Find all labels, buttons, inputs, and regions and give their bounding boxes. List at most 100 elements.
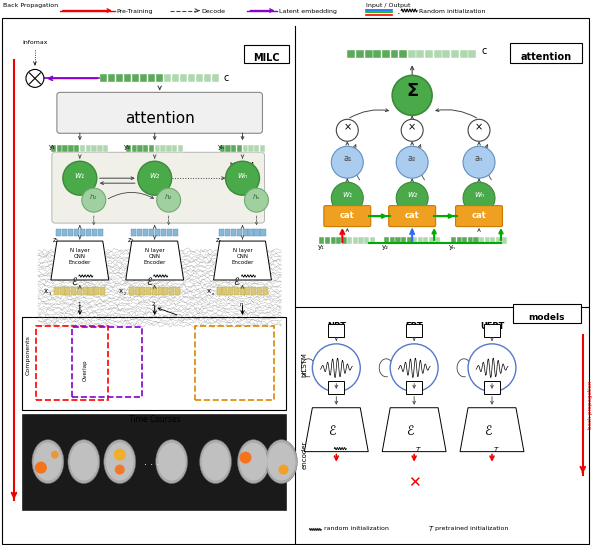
Bar: [237, 229, 242, 235]
Bar: [160, 229, 166, 235]
Bar: [173, 229, 178, 235]
Bar: [456, 236, 462, 244]
Bar: [425, 50, 433, 58]
Text: · · ·: · · ·: [144, 460, 159, 470]
Bar: [384, 236, 390, 244]
Bar: [228, 287, 233, 295]
Bar: [66, 287, 70, 295]
Text: attention: attention: [520, 52, 571, 62]
Ellipse shape: [156, 440, 188, 484]
Text: T: T: [416, 447, 420, 453]
Circle shape: [468, 344, 516, 392]
Circle shape: [396, 146, 428, 178]
Bar: [251, 287, 256, 295]
Text: h₂: h₂: [165, 194, 172, 200]
Text: y₂: y₂: [382, 244, 389, 250]
Text: Σ: Σ: [406, 82, 419, 100]
Text: Back Propagation: Back Propagation: [3, 3, 58, 8]
Bar: [342, 236, 347, 244]
FancyBboxPatch shape: [456, 206, 503, 227]
Bar: [100, 74, 107, 82]
Bar: [22, 317, 287, 410]
Ellipse shape: [104, 440, 136, 484]
Text: h₁: h₁: [90, 194, 98, 200]
Polygon shape: [126, 241, 184, 280]
Bar: [71, 287, 76, 295]
Bar: [163, 287, 168, 295]
Bar: [243, 145, 248, 152]
Bar: [220, 145, 225, 152]
Ellipse shape: [237, 440, 269, 484]
Bar: [406, 324, 422, 337]
Bar: [260, 145, 265, 152]
Text: c: c: [224, 73, 229, 84]
Text: zₙ: zₙ: [215, 237, 222, 243]
Bar: [260, 229, 266, 235]
Bar: [435, 236, 440, 244]
Circle shape: [26, 69, 44, 87]
Bar: [94, 287, 99, 295]
Polygon shape: [304, 408, 368, 452]
Bar: [442, 50, 451, 58]
Text: cat: cat: [340, 211, 355, 219]
Bar: [166, 145, 172, 152]
Text: cat: cat: [405, 211, 420, 219]
Text: yₙ: yₙ: [449, 244, 456, 250]
Bar: [132, 74, 139, 82]
Circle shape: [63, 161, 97, 195]
Bar: [373, 50, 381, 58]
Bar: [231, 145, 236, 152]
Bar: [83, 287, 88, 295]
Circle shape: [396, 182, 428, 214]
Polygon shape: [382, 408, 446, 452]
Bar: [195, 74, 203, 82]
Bar: [484, 324, 500, 337]
Bar: [254, 145, 259, 152]
Bar: [160, 145, 166, 152]
Bar: [390, 236, 395, 244]
Bar: [172, 145, 178, 152]
Bar: [179, 74, 187, 82]
Bar: [255, 229, 260, 235]
Bar: [211, 74, 219, 82]
Bar: [240, 287, 244, 295]
Bar: [91, 145, 96, 152]
Bar: [149, 229, 154, 235]
Bar: [172, 74, 179, 82]
Ellipse shape: [240, 443, 268, 480]
Circle shape: [332, 182, 363, 214]
Bar: [329, 381, 345, 394]
Bar: [147, 74, 155, 82]
Text: MILC: MILC: [253, 54, 280, 63]
Bar: [423, 236, 429, 244]
Text: yₙ: yₙ: [217, 144, 224, 150]
Bar: [468, 236, 473, 244]
Bar: [395, 236, 401, 244]
Bar: [22, 414, 287, 509]
Bar: [224, 229, 230, 235]
Polygon shape: [460, 408, 524, 452]
Text: a₁: a₁: [343, 154, 352, 163]
Bar: [329, 324, 345, 337]
Bar: [163, 74, 171, 82]
Text: x: x: [44, 288, 48, 294]
Bar: [92, 229, 97, 235]
Bar: [226, 145, 230, 152]
Text: ×: ×: [475, 122, 483, 132]
Text: ₙ: ₙ: [211, 291, 214, 296]
Bar: [249, 229, 254, 235]
Text: ℰ: ℰ: [484, 425, 492, 438]
Bar: [86, 229, 91, 235]
Bar: [116, 74, 123, 82]
Text: ℰ: ℰ: [71, 277, 77, 287]
Bar: [230, 229, 236, 235]
Text: Input / Output: Input / Output: [366, 3, 411, 8]
Text: ℰ: ℰ: [146, 277, 152, 287]
Bar: [204, 74, 211, 82]
Bar: [319, 236, 324, 244]
Text: ℰ: ℰ: [329, 425, 336, 438]
FancyBboxPatch shape: [243, 45, 289, 63]
Text: w₁: w₁: [342, 189, 352, 199]
Bar: [359, 236, 363, 244]
Text: z₁: z₁: [53, 237, 59, 243]
